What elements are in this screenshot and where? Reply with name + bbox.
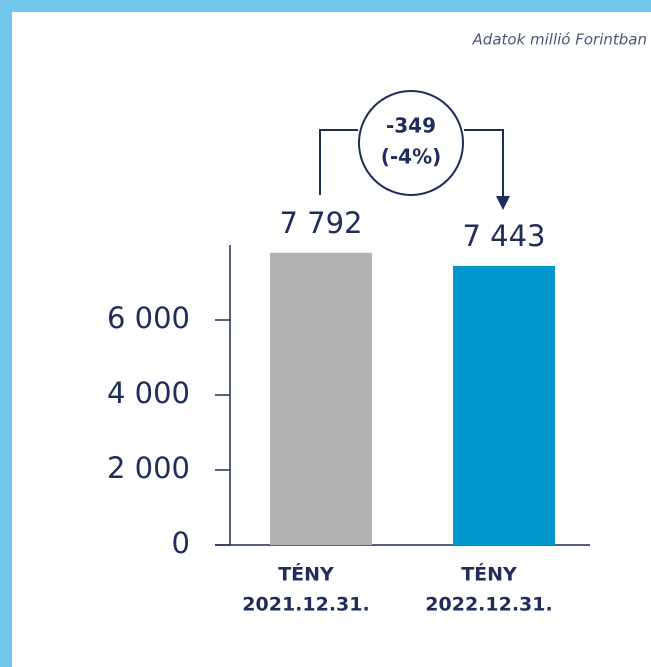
y-tick-label: 2 000 xyxy=(107,451,190,485)
arrow-head xyxy=(496,196,510,210)
x-tick-label: TÉNY xyxy=(278,563,334,586)
bar xyxy=(453,265,555,545)
x-tick-label: 2022.12.31. xyxy=(425,594,552,616)
value-label: 7 792 xyxy=(279,206,362,240)
y-tick-label: 4 000 xyxy=(107,376,190,410)
change-bracket xyxy=(319,129,504,198)
value-label: 7 443 xyxy=(462,219,545,253)
x-tick-label: 2021.12.31. xyxy=(242,594,369,616)
x-tick-label: TÉNY xyxy=(461,563,517,586)
unit-note: Adatok millió Forintban xyxy=(472,31,647,49)
y-tick-label: 0 xyxy=(172,526,190,560)
y-tick-label: 6 000 xyxy=(107,301,190,335)
bar xyxy=(270,252,372,546)
change-value: -349 xyxy=(386,114,436,138)
change-percent: (-4%) xyxy=(381,145,442,169)
frame-left xyxy=(0,0,12,667)
frame-top xyxy=(0,0,651,12)
change-circle xyxy=(358,90,464,196)
